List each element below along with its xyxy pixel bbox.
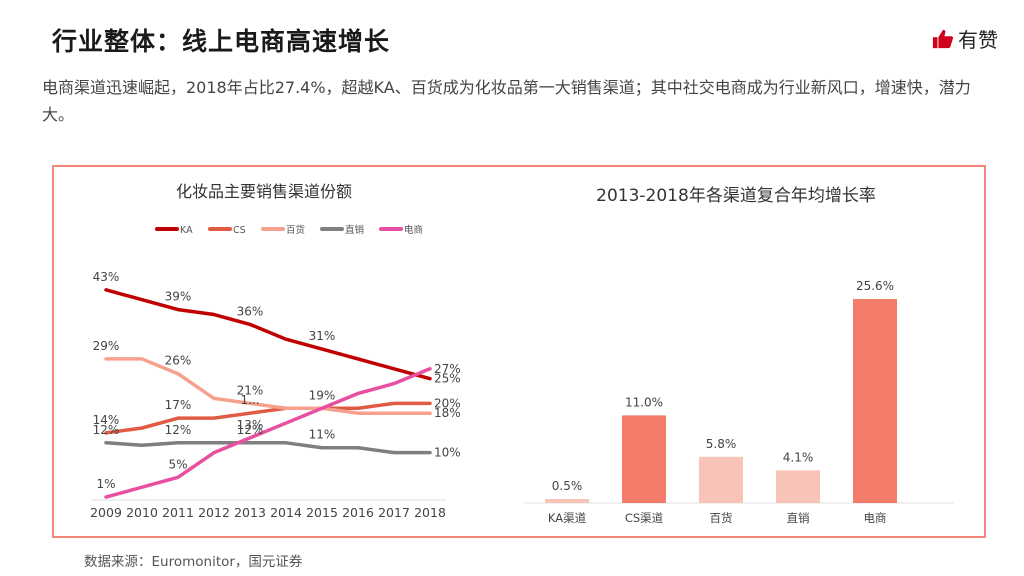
bar-chart: 2013-2018年各渠道复合年均增长率 0.5% KA渠道 11.0% CS渠道 5.8… [524, 186, 954, 525]
line-chart-title: 化妆品主要销售渠道份额 [176, 182, 352, 201]
bar-value-label-4: 25.6% [856, 279, 894, 293]
brand-logo: 有赞 [932, 24, 998, 53]
data-label-7: 1... [240, 393, 259, 407]
data-label-16: 11% [309, 428, 336, 442]
brand-name: 有赞 [958, 28, 998, 52]
data-label-13: 12% [93, 423, 120, 437]
x-tick-2009: 2009 [90, 505, 122, 520]
data-label-20: 13% [237, 418, 264, 432]
x-tick-2017: 2017 [378, 505, 410, 520]
legend-label-2: 百货 [286, 224, 305, 236]
bar-category-label-0: KA渠道 [548, 511, 587, 525]
series-line-0 [104, 288, 432, 381]
x-tick-2013: 2013 [234, 505, 266, 520]
legend-label-4: 电商 [404, 224, 423, 236]
series-line-4 [104, 367, 432, 499]
data-label-11: 21% [237, 383, 264, 397]
data-label-1: 39% [165, 290, 192, 304]
data-label-6: 17% [165, 398, 192, 412]
x-tick-2011: 2011 [162, 505, 194, 520]
bar-category-label-4: 电商 [864, 511, 887, 525]
data-label-22: 27% [434, 362, 461, 376]
bar-category-label-1: CS渠道 [625, 511, 664, 525]
legend-label-1: CS [233, 225, 246, 236]
data-label-19: 5% [168, 457, 187, 471]
x-tick-2014: 2014 [270, 505, 302, 520]
bar-category-label-3: 直销 [787, 511, 810, 525]
source-note: 数据来源：Euromonitor，国元证券 [84, 554, 303, 570]
legend-label-3: 直销 [345, 224, 365, 236]
bar-1 [622, 415, 666, 503]
bar-chart-title: 2013-2018年各渠道复合年均增长率 [596, 186, 876, 206]
page-title: 行业整体：线上电商高速增长 [52, 27, 391, 56]
data-label-8: 20% [434, 396, 461, 410]
series-line-2 [104, 357, 432, 415]
x-tick-2012: 2012 [198, 505, 230, 520]
x-tick-2018: 2018 [414, 505, 446, 520]
series-line-1 [104, 401, 432, 435]
bar-category-label-2: 百货 [710, 511, 733, 525]
data-label-21: 19% [309, 388, 336, 402]
thumbs-up-icon [932, 29, 954, 48]
bar-2 [699, 456, 743, 503]
bar-value-label-2: 5.8% [706, 437, 737, 451]
data-label-9: 29% [93, 339, 120, 353]
bar-value-label-0: 0.5% [552, 479, 583, 493]
description-text: 电商渠道迅速崛起，2018年占比27.4%，超越KA、百货成为化妆品第一大销售渠… [42, 78, 971, 124]
data-label-10: 26% [165, 354, 192, 368]
bar-value-label-1: 11.0% [625, 395, 663, 409]
data-label-12: 18% [434, 406, 461, 420]
data-label-4: 25% [434, 372, 461, 386]
data-label-0: 43% [93, 270, 120, 284]
data-label-18: 1% [96, 477, 115, 491]
bar-value-label-3: 4.1% [783, 450, 814, 464]
legend-label-0: KA [180, 225, 193, 236]
data-label-17: 10% [434, 446, 461, 460]
bar-0 [545, 499, 589, 503]
x-tick-2010: 2010 [126, 505, 158, 520]
data-label-2: 36% [237, 304, 264, 318]
bar-3 [776, 470, 820, 503]
data-label-14: 12% [165, 423, 192, 437]
x-tick-2016: 2016 [342, 505, 374, 520]
data-label-5: 14% [93, 413, 120, 427]
series-line-3 [104, 441, 432, 455]
data-label-15: 12% [237, 423, 264, 437]
x-tick-2015: 2015 [306, 505, 338, 520]
data-label-3: 31% [309, 329, 336, 343]
chart-panel: 化妆品主要销售渠道份额 KA CS 百货 直销 电商 43% 39% 36% 31% 25% 14% 1… [52, 165, 986, 538]
bar-4 [853, 299, 897, 503]
